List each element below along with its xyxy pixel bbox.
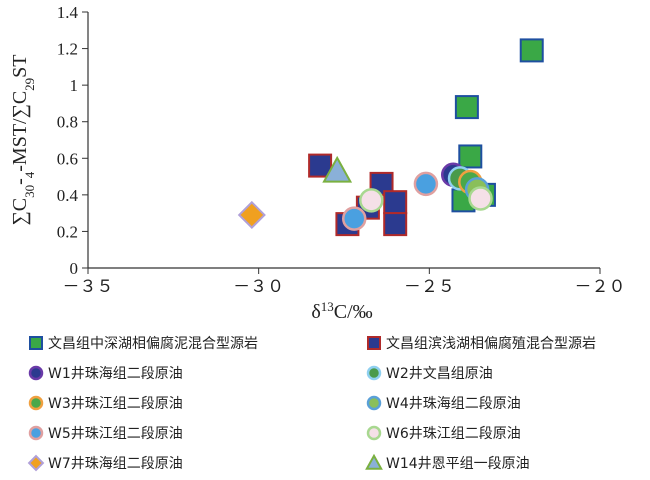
legend-item: W5井珠江组二段原油 [28, 425, 183, 442]
data-point [468, 186, 493, 211]
legend-item: W3井珠江组二段原油 [28, 395, 183, 412]
legend-label: 文昌组中深湖相偏腐泥混合型源岩 [48, 335, 258, 352]
legend-marker [366, 365, 382, 381]
legend-item: 文昌组中深湖相偏腐泥混合型源岩 [29, 335, 258, 352]
legend-label: W7井珠海组二段原油 [48, 456, 183, 472]
legend-marker [366, 395, 382, 411]
y-tick-label: 1 [70, 76, 79, 95]
legend-label: W1井珠海组二段原油 [48, 366, 183, 382]
data-point [322, 155, 353, 183]
legend-label: W2井文昌组原油 [386, 366, 493, 382]
axes: 0 0.2 0.4 0.6 0.8 1 1.2 1.4 －３５ －３０ －２５ －２０ [57, 3, 626, 296]
legend-marker [28, 395, 44, 411]
legend-label: W4井珠海组二段原油 [386, 396, 521, 412]
legend-label: 文昌组滨浅湖相偏腐殖混合型源岩 [386, 335, 596, 352]
legend-item: W7井珠海组二段原油 [27, 454, 183, 472]
legend-item: W2井文昌组原油 [366, 365, 493, 382]
legend-label: W3井珠江组二段原油 [48, 396, 183, 412]
x-tick-label: －３０ [233, 277, 284, 296]
legend-marker [28, 425, 44, 441]
legend-item: W1井珠海组二段原油 [28, 365, 183, 382]
legend-marker [27, 454, 45, 472]
legend-marker [367, 336, 381, 350]
y-axis-title-text: ∑C30-4-MST/∑C29ST [9, 54, 37, 225]
data-point [237, 200, 266, 230]
legend-item: 文昌组滨浅湖相偏腐殖混合型源岩 [367, 335, 596, 352]
y-tick-label: 0.6 [57, 149, 78, 168]
legend-label: W6井珠江组二段原油 [386, 426, 521, 442]
x-axis-title: δ13C/‰ [311, 299, 372, 324]
data-point [383, 212, 408, 237]
data-points [237, 38, 544, 237]
x-axis-title-text: δ13C/‰ [311, 299, 372, 324]
data-point [341, 206, 367, 231]
legend: 文昌组中深湖相偏腐泥混合型源岩 文昌组滨浅湖相偏腐殖混合型源岩 W1井珠海组二段原油… [27, 335, 596, 472]
legend-marker [365, 453, 383, 470]
x-tick-label: －２５ [404, 277, 455, 296]
y-tick-label: 0.2 [57, 222, 78, 241]
y-tick-label: 0 [70, 259, 79, 278]
data-point [454, 95, 479, 120]
data-point [383, 190, 408, 215]
data-point [359, 188, 384, 213]
data-point [519, 38, 544, 63]
y-tick-label: 1.2 [57, 40, 78, 59]
y-tick-label: 0.8 [57, 113, 78, 132]
y-tick-label: 0.4 [57, 186, 79, 205]
y-tick-label: 1.4 [57, 3, 79, 22]
legend-label: W14井恩平组一段原油 [386, 456, 530, 472]
legend-item: W4井珠海组二段原油 [366, 395, 521, 412]
data-point [308, 153, 333, 178]
legend-item: W6井珠江组二段原油 [366, 425, 521, 442]
y-axis-title-group: ∑C30-4-MST/∑C29ST [9, 54, 37, 225]
x-tick-label: －２０ [575, 277, 626, 296]
legend-marker [366, 425, 382, 441]
data-point [458, 144, 483, 169]
data-point [413, 171, 439, 197]
x-tick-label: －３５ [63, 277, 114, 296]
y-axis-title: ∑C30-4-MST/∑C29ST [9, 54, 37, 225]
legend-label: W5井珠江组二段原油 [48, 426, 183, 442]
legend-marker [29, 336, 43, 350]
legend-item: W14井恩平组一段原油 [365, 453, 530, 472]
legend-marker [28, 365, 44, 381]
